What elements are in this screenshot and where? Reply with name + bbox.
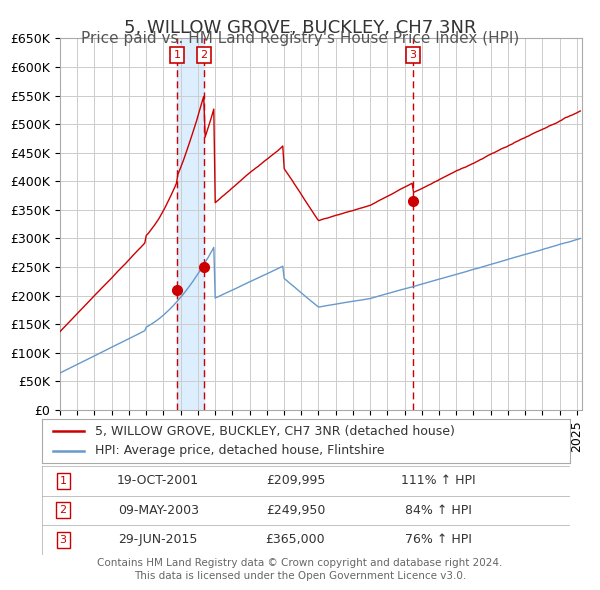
Text: 76% ↑ HPI: 76% ↑ HPI xyxy=(404,533,472,546)
Text: 84% ↑ HPI: 84% ↑ HPI xyxy=(404,504,472,517)
Bar xyxy=(177,38,204,410)
Text: 2: 2 xyxy=(200,50,208,60)
Text: 5, WILLOW GROVE, BUCKLEY, CH7 3NR (detached house): 5, WILLOW GROVE, BUCKLEY, CH7 3NR (detac… xyxy=(95,425,455,438)
Text: 19-OCT-2001: 19-OCT-2001 xyxy=(117,474,199,487)
Text: £209,995: £209,995 xyxy=(266,474,325,487)
Text: This data is licensed under the Open Government Licence v3.0.: This data is licensed under the Open Gov… xyxy=(134,571,466,581)
Text: 3: 3 xyxy=(59,535,67,545)
Text: 09-MAY-2003: 09-MAY-2003 xyxy=(118,504,199,517)
Text: 5, WILLOW GROVE, BUCKLEY, CH7 3NR: 5, WILLOW GROVE, BUCKLEY, CH7 3NR xyxy=(124,19,476,37)
Text: 1: 1 xyxy=(173,50,181,60)
Text: Price paid vs. HM Land Registry's House Price Index (HPI): Price paid vs. HM Land Registry's House … xyxy=(81,31,519,45)
Text: Contains HM Land Registry data © Crown copyright and database right 2024.: Contains HM Land Registry data © Crown c… xyxy=(97,558,503,568)
Text: £249,950: £249,950 xyxy=(266,504,325,517)
Text: £365,000: £365,000 xyxy=(266,533,325,546)
Text: 111% ↑ HPI: 111% ↑ HPI xyxy=(401,474,475,487)
Text: HPI: Average price, detached house, Flintshire: HPI: Average price, detached house, Flin… xyxy=(95,444,385,457)
Text: 1: 1 xyxy=(59,476,67,486)
Text: 29-JUN-2015: 29-JUN-2015 xyxy=(118,533,198,546)
Text: 3: 3 xyxy=(409,50,416,60)
Text: 2: 2 xyxy=(59,506,67,515)
